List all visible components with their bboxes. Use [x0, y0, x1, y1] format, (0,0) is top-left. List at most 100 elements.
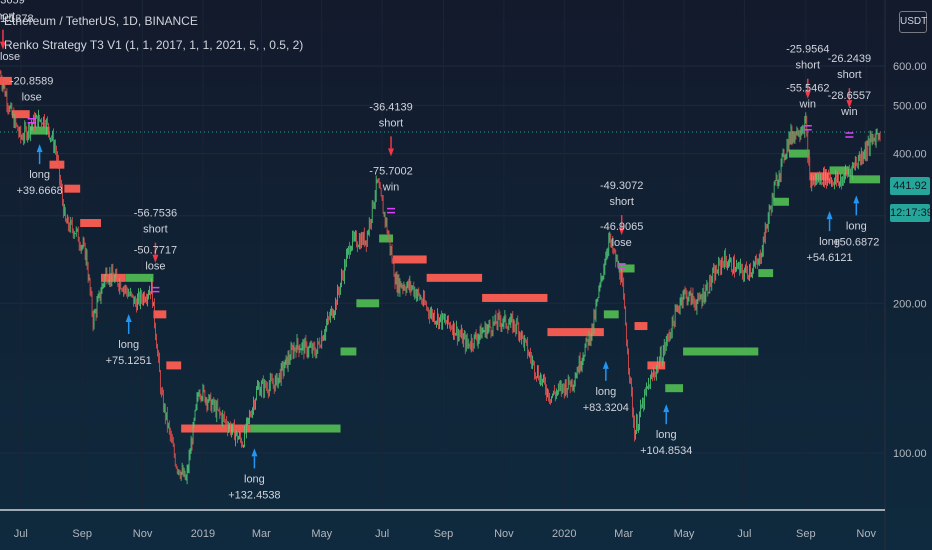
trade-result-label: lose: [612, 237, 632, 249]
renko-brick: [634, 322, 648, 331]
renko-brick: [683, 347, 759, 356]
trade-value-label: -55.5462: [786, 83, 829, 95]
short-arrow: [152, 254, 159, 263]
trade-type-label: long: [595, 386, 616, 398]
renko-brick: [64, 184, 81, 193]
renko-brick: [250, 424, 341, 433]
renko-brick: [356, 299, 380, 308]
renko-brick: [426, 273, 483, 282]
x-tick-label: Sep: [796, 528, 816, 540]
trade-type-label: short: [837, 69, 861, 81]
trade-value-label: -56.7536: [134, 208, 177, 220]
x-tick-label: 2019: [191, 528, 215, 540]
last-price-tag: 441.92: [890, 177, 930, 195]
x-tick-label: Nov: [494, 528, 514, 540]
long-arrow: [125, 313, 132, 322]
x-tick-label: Nov: [856, 528, 876, 540]
x-tick-label: May: [311, 528, 332, 540]
renko-brick: [100, 273, 126, 282]
renko-brick: [788, 149, 810, 158]
renko-brick: [849, 175, 881, 184]
short-arrow: [804, 90, 811, 99]
x-tick-label: Nov: [133, 528, 153, 540]
renko-brick: [166, 361, 182, 370]
long-arrow: [663, 404, 670, 413]
trade-value-label: -46.9065: [600, 221, 643, 233]
trade-value-label: -20.8589: [10, 76, 53, 88]
renko-brick: [181, 424, 251, 433]
trade-value-label: -36.4139: [369, 101, 412, 113]
trade-value-label: -75.7002: [369, 166, 412, 178]
trade-type-label: short: [0, 11, 15, 23]
short-arrow: [618, 227, 625, 236]
exit-marker: [151, 286, 160, 293]
renko-brick: [11, 110, 30, 119]
y-tick-label: 600.00: [893, 61, 927, 73]
trade-value-label: +132.4538: [228, 489, 280, 501]
short-arrow: [0, 41, 6, 50]
long-arrow: [36, 144, 43, 153]
trade-type-label: short: [796, 60, 820, 72]
trade-value-label: -25.9564: [786, 44, 829, 56]
renko-brick: [603, 310, 619, 319]
renko-brick: [547, 328, 604, 337]
symbol-title: Ethereum / TetherUS, 1D, BINANCE: [4, 14, 198, 28]
exit-marker: [27, 117, 36, 124]
exit-marker: [387, 207, 396, 214]
trade-value-label: +39.6668: [17, 185, 63, 197]
trade-type-label: long: [656, 429, 677, 441]
trade-type-label: long: [29, 169, 50, 181]
clipped-trade-label: 1.1378: [0, 13, 34, 25]
x-tick-label: May: [674, 528, 695, 540]
short-arrow: [388, 148, 395, 157]
strategy-title: Renko Strategy T3 V1 (1, 1, 2017, 1, 1, …: [4, 38, 304, 52]
trade-result-label: win: [382, 182, 400, 194]
trade-value-label: +50.6872: [833, 236, 879, 248]
renko-brick: [829, 166, 850, 175]
clipped-trade-label: lose: [0, 51, 20, 63]
y-tick-label: 200.00: [893, 298, 927, 310]
long-arrow: [602, 360, 609, 369]
trade-type-label: long: [118, 339, 139, 351]
exit-marker: [803, 124, 812, 131]
trade-type-label: long: [244, 473, 265, 485]
renko-brick: [29, 126, 50, 135]
trade-value-label: -24.3659: [0, 0, 25, 7]
x-tick-label: Jul: [14, 528, 28, 540]
x-tick-label: Jul: [737, 528, 751, 540]
renko-brick: [125, 273, 154, 282]
renko-brick: [49, 160, 65, 169]
renko-brick: [618, 264, 635, 273]
y-tick-label: 500.00: [893, 100, 927, 112]
trade-result-label: lose: [22, 92, 42, 104]
renko-brick: [379, 234, 394, 243]
trade-type-label: short: [143, 224, 167, 236]
renko-brick: [153, 310, 167, 319]
trade-value-label: +75.1251: [106, 355, 152, 367]
renko-brick: [80, 219, 101, 228]
trade-result-label: win: [799, 99, 817, 111]
trade-value-label: -50.7717: [134, 245, 177, 257]
currency-badge[interactable]: USDT: [899, 11, 927, 33]
long-arrow: [826, 211, 833, 220]
trade-value-label: -49.3072: [600, 180, 643, 192]
trade-type-label: short: [379, 117, 403, 129]
y-tick-label: 400.00: [893, 149, 927, 161]
trade-type-label: short: [609, 196, 633, 208]
trade-value-label: -26.2439: [828, 53, 871, 65]
renko-brick: [393, 255, 427, 264]
renko-brick: [340, 347, 357, 356]
trade-type-label: long: [819, 236, 840, 248]
short-arrow: [846, 100, 853, 109]
x-tick-label: Sep: [72, 528, 92, 540]
exit-marker: [845, 132, 854, 138]
trade-result-label: win: [840, 106, 858, 118]
trade-value-label: +83.3204: [583, 402, 629, 414]
renko-brick: [665, 384, 684, 393]
x-tick-label: 2020: [552, 528, 576, 540]
trade-result-label: lose: [145, 261, 165, 273]
renko-brick: [0, 76, 12, 85]
trade-type-label: long: [846, 220, 867, 232]
